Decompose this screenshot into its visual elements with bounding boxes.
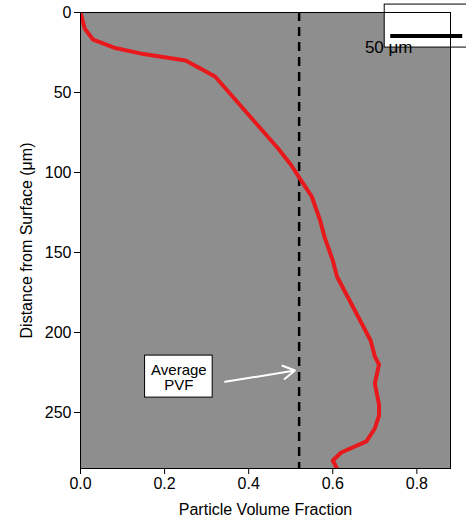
svg-text:Particle Volume Fraction: Particle Volume Fraction	[179, 501, 352, 518]
svg-text:0.0: 0.0	[69, 475, 91, 492]
svg-text:0.4: 0.4	[238, 475, 260, 492]
svg-text:Distance from Surface (μm): Distance from Surface (μm)	[18, 143, 35, 339]
svg-text:50: 50	[54, 84, 72, 101]
svg-text:50 μm: 50 μm	[365, 38, 413, 57]
svg-text:0.8: 0.8	[406, 475, 428, 492]
svg-text:150: 150	[45, 244, 72, 261]
svg-text:100: 100	[45, 164, 72, 181]
svg-text:250: 250	[45, 404, 72, 421]
svg-text:0.6: 0.6	[322, 475, 344, 492]
svg-text:AveragePVF: AveragePVF	[151, 361, 207, 393]
svg-text:0.2: 0.2	[153, 475, 175, 492]
svg-text:200: 200	[45, 324, 72, 341]
svg-text:0: 0	[63, 4, 72, 21]
